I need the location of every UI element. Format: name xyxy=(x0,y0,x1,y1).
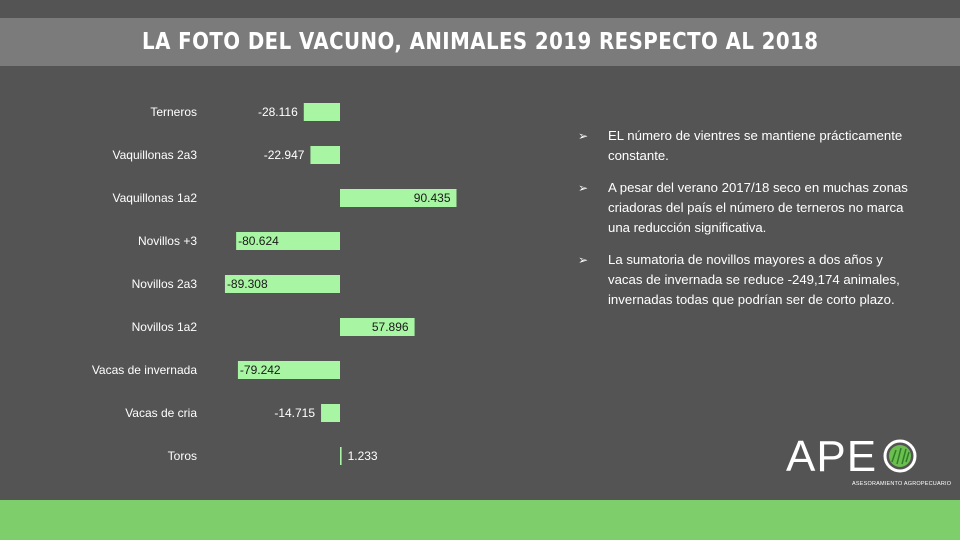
bar-chart: Terneros -28.116 Vaquillonas 2a3 -22.947 Vaq… xyxy=(92,103,457,465)
category-label: Vacas de cria xyxy=(125,406,197,420)
bar xyxy=(340,447,342,465)
bar xyxy=(340,189,457,207)
category-label: Toros xyxy=(168,449,197,463)
arrow-bullet-icon: ➢ xyxy=(578,129,589,143)
bar xyxy=(237,361,340,379)
bar xyxy=(321,404,340,422)
bullet-item: ➢ EL número de vientres se mantiene prác… xyxy=(578,126,918,166)
bar xyxy=(310,146,340,164)
data-label: -14.715 xyxy=(274,406,315,420)
ape-logo: APE ASESORAMIENTO AGROPECUARIO xyxy=(782,432,951,492)
bar xyxy=(303,103,340,121)
data-label: 57.896 xyxy=(372,320,409,334)
logo-circle-icon xyxy=(883,439,917,473)
bullet-item: ➢ La sumatoria de novillos mayores a dos… xyxy=(578,250,918,310)
bullet-text: La sumatoria de novillos mayores a dos a… xyxy=(608,252,900,307)
arrow-bullet-icon: ➢ xyxy=(578,181,589,195)
category-label: Vacas de invernada xyxy=(92,363,198,377)
category-label: Vaquillonas 1a2 xyxy=(112,191,197,205)
bar xyxy=(224,275,340,293)
category-label: Novillos +3 xyxy=(138,234,197,248)
bullet-item: ➢ A pesar del verano 2017/18 seco en muc… xyxy=(578,178,918,238)
category-label: Novillos 1a2 xyxy=(132,320,198,334)
category-label: Novillos 2a3 xyxy=(132,277,198,291)
category-label: Terneros xyxy=(150,105,197,119)
footer-band xyxy=(0,500,960,540)
bullet-text: A pesar del verano 2017/18 seco en mucha… xyxy=(608,180,908,235)
bullet-list: ➢ EL número de vientres se mantiene prác… xyxy=(578,126,918,322)
logo-text: APE xyxy=(786,432,878,481)
arrow-bullet-icon: ➢ xyxy=(578,253,589,267)
bar xyxy=(236,232,340,250)
data-label: 1.233 xyxy=(348,449,378,463)
bullet-text: EL número de vientres se mantiene prácti… xyxy=(608,128,903,163)
title-band: LA FOTO DEL VACUNO, ANIMALES 2019 RESPEC… xyxy=(0,18,960,66)
slide-title: LA FOTO DEL VACUNO, ANIMALES 2019 RESPEC… xyxy=(141,29,819,55)
data-label: -89.308 xyxy=(227,277,268,291)
logo-subtitle: ASESORAMIENTO AGROPECUARIO xyxy=(852,481,952,487)
category-label: Vaquillonas 2a3 xyxy=(112,148,197,162)
data-label: -79.242 xyxy=(240,363,281,377)
data-label: -80.624 xyxy=(238,234,279,248)
data-label: -22.947 xyxy=(264,148,305,162)
bar xyxy=(340,318,415,336)
data-label: -28.116 xyxy=(258,105,298,119)
data-label: 90.435 xyxy=(414,191,451,205)
